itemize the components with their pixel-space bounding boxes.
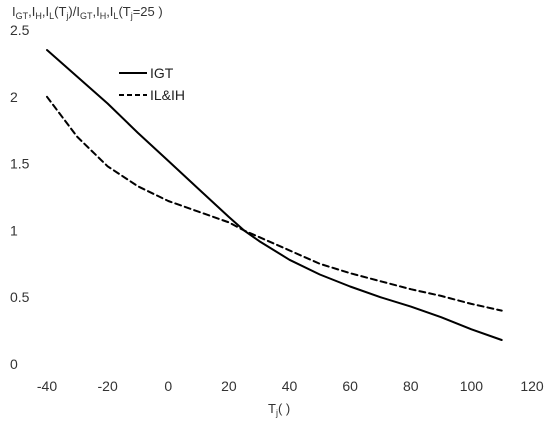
x-tick-labels: -40 -20 0 20 40 60 80 100 120 <box>37 378 544 394</box>
y-tick-label: 0.5 <box>10 289 30 305</box>
label-text: =25 ) <box>133 4 163 19</box>
x-tick-label: 80 <box>403 378 419 394</box>
label-subscript: H <box>100 11 107 21</box>
legend-label: IGT <box>150 65 174 81</box>
label-text: ,I <box>28 4 35 19</box>
label-text: ( ) <box>278 401 290 416</box>
y-axis-label: IGT,IH,IL(Tj)/IGT,IH,IL(Tj=25 ) <box>12 4 163 21</box>
label-text: (T <box>54 4 66 19</box>
x-tick-label: 20 <box>221 378 237 394</box>
label-subscript: j <box>65 11 68 21</box>
label-subscript: H <box>35 11 42 21</box>
label-subscript: L <box>113 11 118 21</box>
x-tick-label: -20 <box>98 378 118 394</box>
x-tick-label: -40 <box>37 378 57 394</box>
label-subscript: j <box>130 11 133 21</box>
x-tick-label: 100 <box>460 378 484 394</box>
label-subscript: GT <box>16 11 29 21</box>
x-tick-label: 0 <box>164 378 172 394</box>
legend: IGT IL&IH <box>119 65 185 103</box>
x-tick-label: 120 <box>520 378 544 394</box>
label-subscript: L <box>49 11 54 21</box>
x-axis-label: Tj( ) <box>268 401 290 418</box>
legend-label: IL&IH <box>150 87 185 103</box>
label-subscript: GT <box>80 11 93 21</box>
label-text: I <box>12 4 16 19</box>
label-text: T <box>268 401 276 416</box>
label-text: )/I <box>68 4 80 19</box>
series-line-il-ih <box>46 95 503 312</box>
y-tick-label: 1.5 <box>10 156 30 172</box>
series-lines <box>46 49 503 341</box>
y-tick-label: 1 <box>10 222 18 238</box>
x-tick-label: 60 <box>342 378 358 394</box>
label-subscript: j <box>275 408 278 418</box>
label-text: (T <box>118 4 130 19</box>
x-tick-label: 40 <box>282 378 298 394</box>
series-line-igt <box>46 49 503 341</box>
y-tick-labels: 0 0.5 1 1.5 2 2.5 <box>10 22 30 372</box>
y-tick-label: 0 <box>10 356 18 372</box>
label-text: ,I <box>92 4 99 19</box>
y-tick-label: 2 <box>10 89 18 105</box>
label-text: ,I <box>106 4 113 19</box>
label-text: ,I <box>42 4 49 19</box>
y-tick-label: 2.5 <box>10 22 30 38</box>
